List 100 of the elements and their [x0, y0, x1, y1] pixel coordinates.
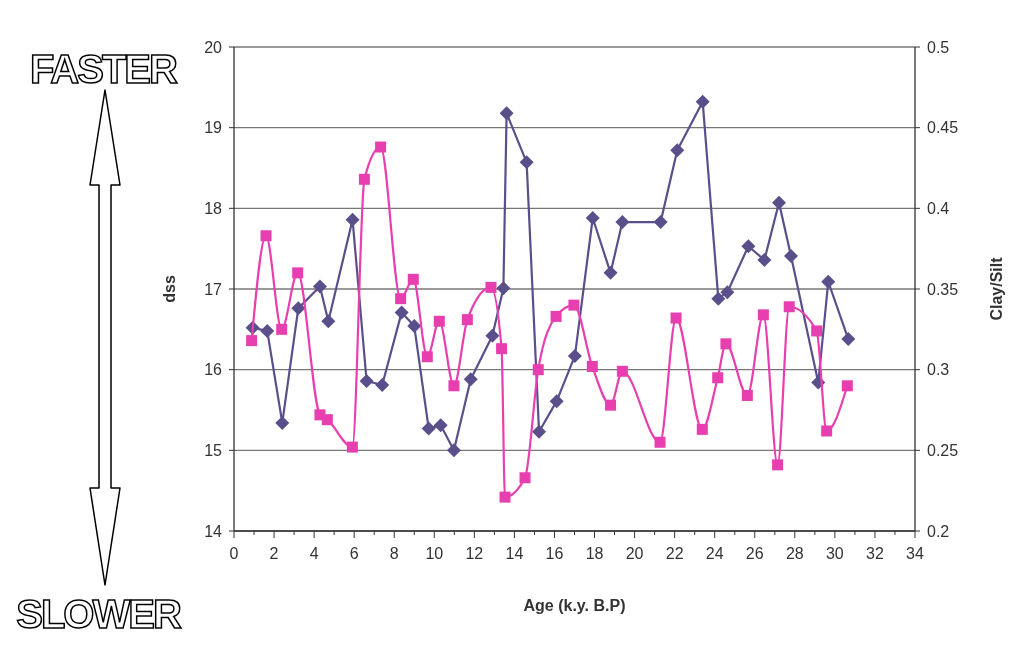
point [359, 373, 374, 388]
point [246, 335, 258, 347]
x-tick-label: 20 [625, 545, 644, 562]
x-tick-label: 28 [785, 545, 804, 562]
point [568, 299, 580, 311]
point [463, 372, 478, 387]
point [586, 360, 598, 372]
y-tick-label: 17 [204, 280, 223, 298]
x-tick-label: 0 [229, 545, 239, 562]
point [757, 252, 772, 267]
point [346, 441, 358, 453]
x-tick-label: 24 [705, 545, 724, 562]
x-tick-label: 2 [269, 545, 279, 562]
x-tick-label: 18 [585, 545, 604, 562]
y-tick-label: 20 [204, 38, 223, 56]
point [549, 394, 564, 409]
x-tick-label: 32 [866, 545, 884, 562]
point [375, 377, 390, 392]
point [720, 285, 735, 300]
point [695, 94, 710, 109]
point [275, 415, 290, 430]
y2-tick-label: 0.45 [927, 119, 959, 137]
x-tick-label: 16 [545, 545, 564, 562]
point [532, 364, 544, 376]
point [653, 215, 668, 230]
point [276, 323, 288, 335]
point [375, 141, 387, 153]
x-tick-label: 6 [349, 545, 359, 562]
point [550, 310, 562, 322]
point [532, 424, 547, 439]
x-tick-label: 4 [309, 545, 319, 562]
point [741, 389, 753, 401]
point [433, 315, 445, 327]
point [499, 491, 511, 503]
point [394, 305, 409, 320]
text: FASTER [30, 47, 179, 91]
point [421, 351, 433, 363]
point [616, 365, 628, 377]
point [448, 380, 460, 392]
x-tick-label: 10 [425, 545, 444, 562]
point [321, 414, 333, 426]
point [421, 421, 436, 436]
point [711, 291, 726, 306]
point [291, 301, 306, 316]
point [433, 418, 448, 433]
point [485, 281, 497, 293]
y2-axis-title: Clay/Silt [988, 256, 1005, 321]
point [461, 314, 473, 326]
y2-tick-label: 0.25 [927, 441, 959, 459]
point [519, 155, 534, 170]
point [407, 273, 419, 285]
point [654, 436, 666, 448]
y-tick-label: 15 [204, 441, 223, 459]
point [603, 265, 618, 280]
point [499, 106, 514, 121]
y-tick-label: 18 [204, 199, 223, 217]
point [772, 459, 784, 471]
point [585, 211, 600, 226]
text: SLOWER [16, 592, 182, 636]
point [841, 380, 853, 392]
point [496, 281, 511, 296]
point [615, 215, 630, 230]
point [605, 399, 617, 411]
point [821, 274, 836, 289]
point [757, 309, 769, 321]
point [345, 212, 360, 227]
y2-tick-label: 0.4 [927, 199, 950, 217]
point [841, 332, 856, 347]
y2-tick-label: 0.3 [927, 361, 950, 379]
point [358, 173, 370, 185]
x-axis-title: Age (k.y. B.P) [523, 597, 626, 614]
x-tick-label: 26 [745, 545, 764, 562]
point [485, 328, 500, 343]
point [407, 319, 422, 334]
point [783, 301, 795, 313]
point [312, 279, 327, 294]
x-tick-label: 22 [665, 545, 684, 562]
x-tick-label: 30 [825, 545, 844, 562]
point [670, 143, 685, 158]
point [821, 425, 833, 437]
y2-tick-label: 0.5 [927, 38, 950, 56]
point [712, 372, 724, 384]
point [696, 423, 708, 435]
x-tick-label: 14 [505, 545, 524, 562]
y-tick-label: 16 [204, 361, 223, 379]
x-tick-label: 12 [465, 545, 484, 562]
y2-tick-label: 0.35 [927, 280, 959, 298]
point [446, 443, 461, 458]
point [567, 348, 582, 363]
y-tick-label: 19 [204, 119, 223, 137]
y-tick-label: 14 [204, 522, 223, 540]
point [741, 239, 756, 254]
point [292, 267, 304, 279]
point [784, 248, 799, 263]
point [720, 338, 732, 350]
point [260, 230, 272, 242]
point [260, 323, 275, 338]
point [519, 472, 531, 484]
point [772, 195, 786, 210]
x-tick-label: 8 [389, 545, 399, 562]
